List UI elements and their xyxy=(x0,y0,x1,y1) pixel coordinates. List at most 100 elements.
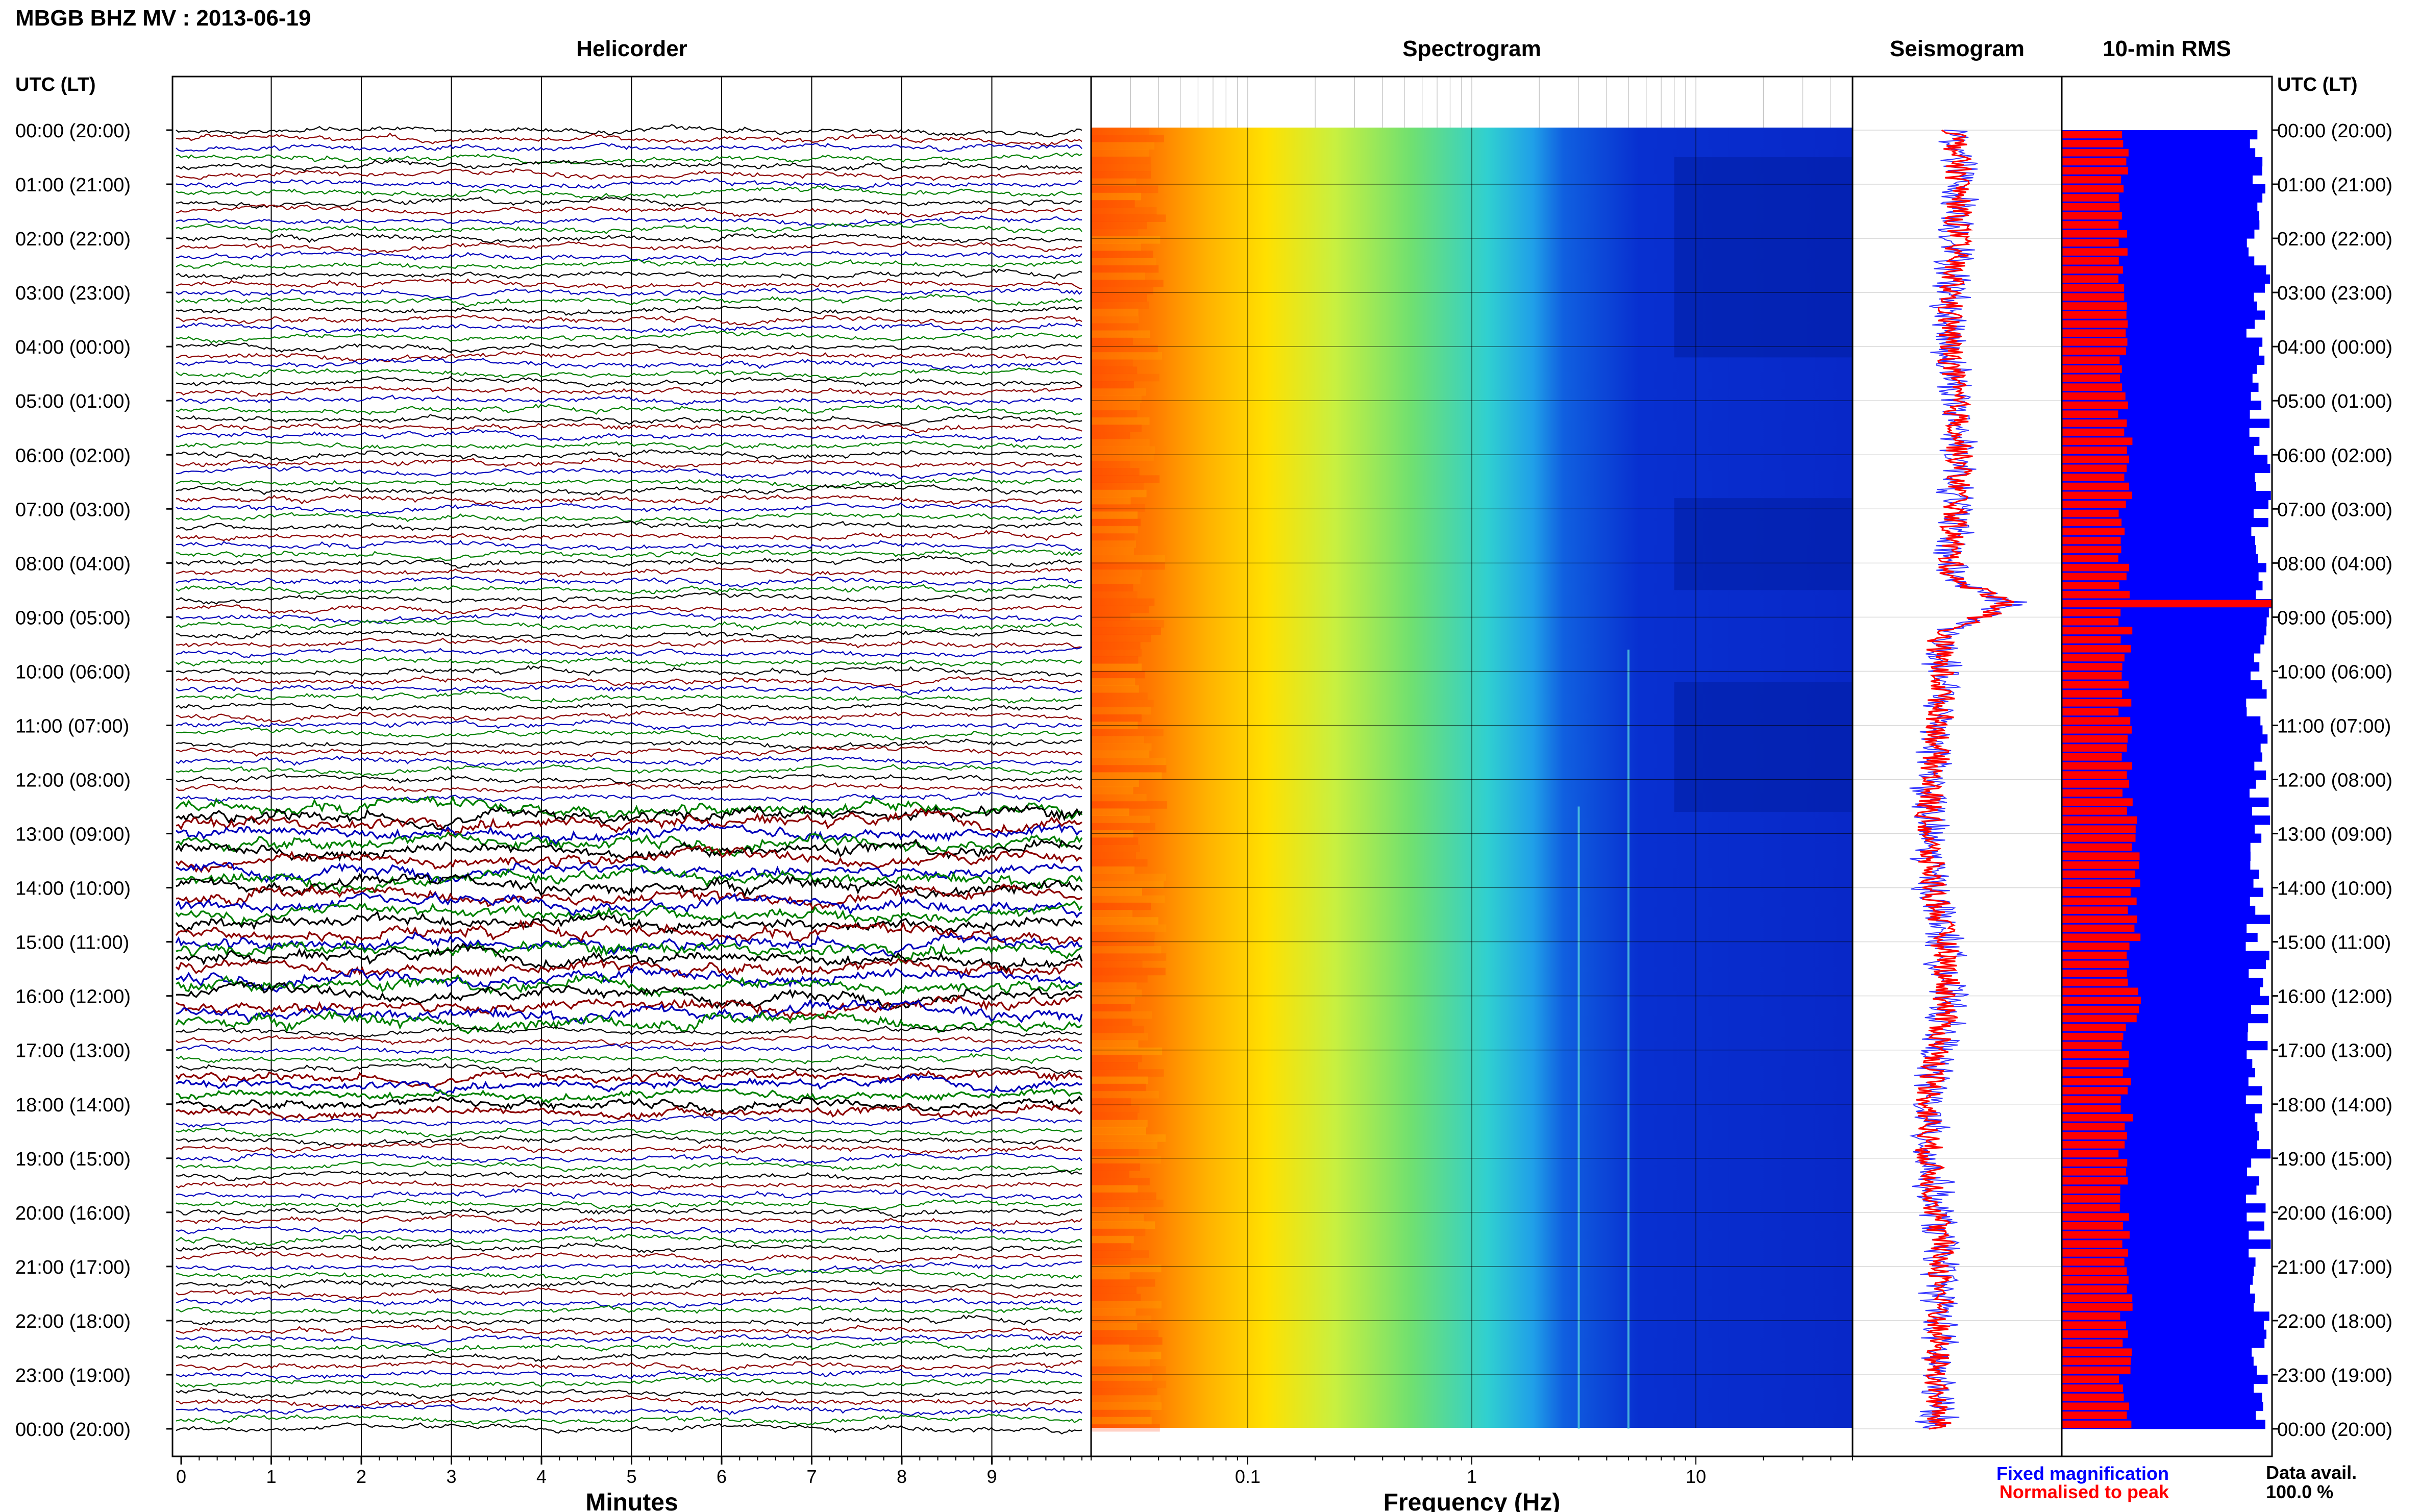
rms-bar-normalised xyxy=(2062,1303,2133,1311)
helicorder-trace xyxy=(176,791,1082,803)
helicorder-trace xyxy=(176,1340,1082,1353)
rms-bar-normalised xyxy=(2062,617,2119,626)
spectrogram-row xyxy=(1091,280,1164,287)
helicorder-trace xyxy=(176,684,1082,695)
spectrogram-row xyxy=(1091,1112,1138,1121)
helicorder-trace xyxy=(176,764,1082,777)
helicorder-trace xyxy=(176,1188,1082,1200)
rms-bar-normalised xyxy=(2062,392,2126,400)
time-label-left: 08:00 (04:00) xyxy=(15,553,131,575)
helicorder-trace xyxy=(176,1179,1082,1191)
time-label-left: 18:00 (14:00) xyxy=(15,1095,131,1116)
spectrogram-row xyxy=(1091,265,1159,273)
spectrogram-row xyxy=(1091,1083,1146,1092)
spectrogram-row xyxy=(1091,359,1133,367)
spectrogram-row xyxy=(1091,1373,1153,1381)
helicorder-trace xyxy=(176,1333,1082,1346)
rms-bar-normalised xyxy=(2062,1069,2123,1077)
rms-bar-normalised xyxy=(2062,726,2132,734)
rms-bar-normalised xyxy=(2062,1348,2132,1356)
rms-bar-normalised xyxy=(2062,1168,2126,1176)
spectrogram-row xyxy=(1091,548,1134,555)
spectrogram-row xyxy=(1091,482,1144,490)
time-label-left: 00:00 (20:00) xyxy=(15,1419,131,1441)
spectrogram-row xyxy=(1091,1265,1162,1273)
spectrogram-row xyxy=(1091,453,1154,461)
time-label-right: 11:00 (07:00) xyxy=(2277,715,2391,737)
helicorder-trace xyxy=(176,1152,1082,1164)
frequency-tick-label: 0.1 xyxy=(1235,1466,1261,1487)
time-label-left: 11:00 (07:00) xyxy=(15,715,129,737)
helicorder-trace xyxy=(176,773,1082,785)
rms-bar-normalised xyxy=(2062,257,2119,265)
helicorder-trace xyxy=(176,1133,1082,1148)
helicorder-trace xyxy=(176,1073,1082,1095)
rms-bar-normalised xyxy=(2062,221,2119,229)
rms-bar-normalised xyxy=(2062,1051,2129,1058)
rms-bar-normalised xyxy=(2062,447,2127,454)
spectrogram-row xyxy=(1091,620,1165,628)
helicorder-trace xyxy=(175,845,1082,873)
spectrogram-row xyxy=(1091,1235,1134,1244)
spectrogram-row xyxy=(1091,323,1139,331)
spectrogram-row xyxy=(1091,1004,1131,1012)
helicorder-trace xyxy=(176,1053,1082,1064)
rms-bar-normalised xyxy=(2062,997,2141,1004)
rms-bar-normalised xyxy=(2062,681,2129,689)
rms-bar-normalised xyxy=(2062,546,2121,554)
rms-bar-normalised xyxy=(2062,645,2131,653)
spectrogram-row xyxy=(1091,258,1156,266)
spectrogram-row xyxy=(1091,924,1167,932)
spectrogram-row xyxy=(1091,1090,1159,1099)
spectrogram-row xyxy=(1091,1033,1148,1040)
spectrogram-row xyxy=(1091,931,1155,939)
helicorder-trace xyxy=(176,123,1082,138)
spectrogram-row xyxy=(1091,562,1165,570)
minute-tick-label: 5 xyxy=(626,1466,636,1487)
minute-tick-label: 2 xyxy=(356,1466,366,1487)
minute-tick-label: 6 xyxy=(717,1466,727,1487)
helicorder-trace xyxy=(176,1096,1083,1115)
helicorder-trace xyxy=(176,1063,1082,1075)
helicorder-trace xyxy=(176,1422,1082,1435)
spectrogram-row xyxy=(1091,627,1162,635)
spectrogram-row xyxy=(1091,707,1151,715)
helicorder-trace xyxy=(176,1242,1082,1254)
time-label-right: 01:00 (21:00) xyxy=(2277,175,2392,196)
spectrogram-row xyxy=(1091,852,1137,860)
rms-bar-normalised xyxy=(2062,320,2128,328)
rms-bar-normalised xyxy=(2062,663,2122,671)
helicorder-trace xyxy=(176,512,1082,524)
helicorder-trace xyxy=(176,204,1082,217)
rms-bar-normalised xyxy=(2062,861,2139,869)
spectrogram-row xyxy=(1091,960,1143,969)
spectrogram-row xyxy=(1091,743,1152,751)
spectrogram-row xyxy=(1091,685,1139,693)
spectrogram-row xyxy=(1091,352,1163,360)
rms-bar-normalised xyxy=(2062,275,2119,283)
spectrogram-row xyxy=(1091,1185,1138,1193)
helicorder-trace xyxy=(176,403,1082,416)
time-label-right: 10:00 (06:00) xyxy=(2277,661,2392,683)
helicorder-trace xyxy=(176,440,1082,450)
spectrogram-row xyxy=(1091,497,1131,505)
spectrogram-row xyxy=(1091,888,1142,896)
time-label-left: 03:00 (23:00) xyxy=(15,283,131,304)
rms-bar-normalised xyxy=(2062,1105,2121,1112)
minute-tick-label: 0 xyxy=(176,1466,186,1487)
spectrogram-row xyxy=(1091,656,1139,664)
spectrogram-row xyxy=(1091,410,1138,418)
spectrogram-row xyxy=(1091,403,1140,411)
rms-bar-normalised xyxy=(2062,1420,2132,1428)
rms-bar-normalised xyxy=(2062,1384,2124,1392)
helicorder-trace xyxy=(176,1395,1082,1409)
rms-bar-normalised xyxy=(2062,951,2127,959)
helicorder-trace xyxy=(176,159,1082,172)
helicorder-trace xyxy=(176,142,1082,152)
frequency-tick-label: 10 xyxy=(1686,1466,1706,1487)
rms-bar-normalised xyxy=(2062,563,2130,572)
spectrogram-row xyxy=(1091,1199,1164,1207)
helicorder-trace xyxy=(176,629,1082,641)
time-label-right: 12:00 (08:00) xyxy=(2277,770,2392,791)
time-label-left: 20:00 (16:00) xyxy=(15,1203,131,1224)
